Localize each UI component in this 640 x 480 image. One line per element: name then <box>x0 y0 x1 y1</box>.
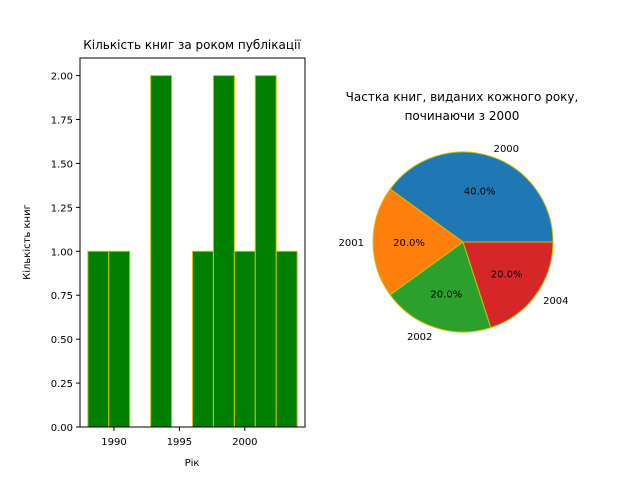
y-tick-label-6: 1.50 <box>51 159 73 170</box>
bar-6 <box>212 75 235 428</box>
pie-pct-2004: 20.0% <box>491 270 523 281</box>
y-tick-label-0: 0.00 <box>51 423 73 434</box>
bar-0 <box>87 250 110 428</box>
pie-label-2004: 2004 <box>543 296 568 307</box>
y-axis-label: Кількість книг <box>21 204 33 280</box>
y-tick-label-1: 0.25 <box>51 379 73 390</box>
pie-pct-2001: 20.0% <box>393 238 425 249</box>
x-ticks: 1990 1995 2000 <box>101 427 258 448</box>
plot-frame <box>79 57 306 428</box>
pie-slice-2002 <box>389 241 492 333</box>
x-axis-label: Рік <box>185 457 200 469</box>
y-tick-label-2: 0.50 <box>51 335 73 346</box>
y-tick-label-4: 1.00 <box>51 247 73 258</box>
pie-label-2002: 2002 <box>407 332 432 343</box>
pie-chart-title-line2: починаючи з 2000 <box>405 109 520 123</box>
bar-1 <box>108 250 131 428</box>
x-tick-label-1: 1995 <box>167 437 192 448</box>
bar-chart-title: Кількість книг за роком публікації <box>83 38 301 52</box>
pie-slices <box>372 151 554 333</box>
pie-slice-2001 <box>372 188 464 296</box>
y-tick-label-3: 0.75 <box>51 291 73 302</box>
pie-chart-title: Частка книг, виданих кожного року, <box>346 90 579 104</box>
pie-chart: Частка книг, виданих кожного року, почин… <box>339 90 579 343</box>
pie-label-2001: 2001 <box>339 238 364 249</box>
bar-3 <box>150 75 173 428</box>
pie-pct-2000: 40.0% <box>464 187 496 198</box>
y-tick-label-8: 2.00 <box>51 72 73 83</box>
bar-9 <box>275 250 298 428</box>
x-tick-label-0: 1990 <box>101 437 126 448</box>
pie-slice-2000 <box>389 151 554 243</box>
pie-pct-2002: 20.0% <box>430 289 462 300</box>
y-ticks: 0.00 0.25 0.50 0.75 1.00 1.25 1.50 1.75 2.00 <box>51 72 80 434</box>
bars <box>87 75 298 428</box>
bar-chart: Кількість книг за роком публікації 1990 1… <box>21 38 306 469</box>
y-tick-label-7: 1.75 <box>51 116 73 127</box>
bar-7 <box>233 250 256 428</box>
pie-slice-2004 <box>462 241 554 329</box>
x-tick-label-2: 2000 <box>232 437 257 448</box>
y-tick-label-5: 1.25 <box>51 203 73 214</box>
pie-label-2000: 2000 <box>494 144 519 155</box>
pie-labels: 40.0% 2000 20.0% 2001 20.0% 2002 20.0% 2004 <box>339 144 569 343</box>
bar-8 <box>254 75 277 428</box>
bar-5 <box>192 250 214 428</box>
